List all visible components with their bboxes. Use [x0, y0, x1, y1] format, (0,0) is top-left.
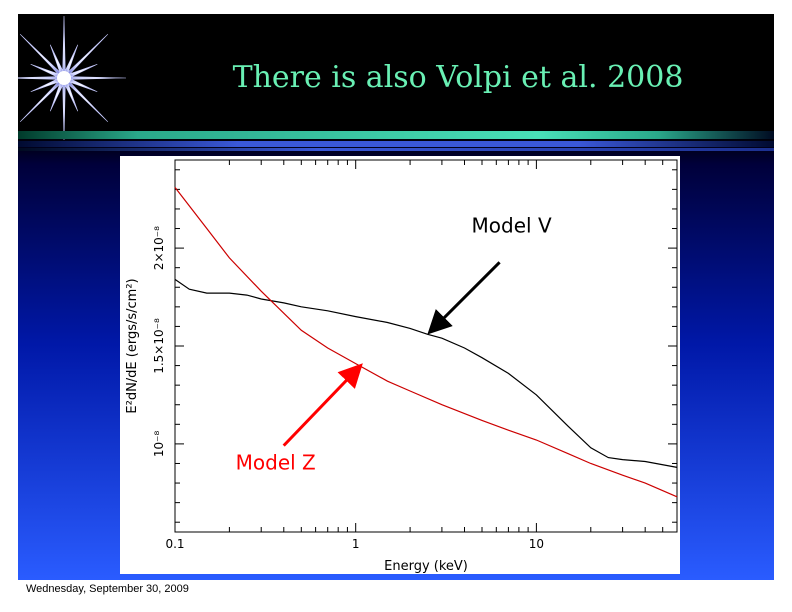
y-axis-label: E²dN/dE (ergs/s/cm²) — [125, 278, 140, 413]
plot-frame — [174, 159, 678, 533]
star-ray — [19, 33, 65, 79]
annotation-label: Model Z — [236, 451, 316, 475]
axis-ticks — [174, 160, 678, 532]
annotation-arrow — [282, 363, 363, 447]
star-ray — [63, 33, 109, 79]
x-tick-label: 1 — [352, 537, 360, 551]
x-axis-label: Energy (keV) — [384, 559, 468, 574]
series-layer — [174, 187, 678, 498]
y-tick-label: 10⁻⁸ — [152, 431, 166, 458]
series-line-model-v — [174, 278, 678, 468]
star-ray — [63, 76, 127, 80]
star-burst-icon — [18, 15, 127, 141]
title-underline-bar — [18, 131, 774, 139]
chart-panel: 0.1 1 10 10⁻⁸ 1.5×10⁻⁸ 2×10⁻⁸ Model V Model Z … — [120, 156, 680, 574]
annotation-layer: Model V Model Z — [236, 213, 552, 474]
x-tick-label: 10 — [529, 537, 544, 551]
title-underline-bar-tertiary — [18, 148, 774, 151]
annotation-label: Model V — [472, 213, 552, 237]
annotation-arrow — [427, 261, 501, 335]
star-ray — [63, 77, 109, 123]
y-tick-label: 2×10⁻⁸ — [152, 226, 166, 270]
title-underline-bar-secondary — [18, 141, 774, 147]
slide-title: There is also Volpi et al. 2008 — [232, 60, 684, 95]
star-ray — [62, 15, 66, 79]
series-line-model-z — [174, 187, 678, 498]
star-ray — [19, 77, 65, 123]
x-tick-label: 0.1 — [165, 537, 184, 551]
axis-tick-labels: 0.1 1 10 10⁻⁸ 1.5×10⁻⁸ 2×10⁻⁸ — [152, 226, 544, 551]
y-tick-label: 1.5×10⁻⁸ — [152, 318, 166, 374]
slide-footer-date: Wednesday, September 30, 2009 — [26, 583, 189, 595]
